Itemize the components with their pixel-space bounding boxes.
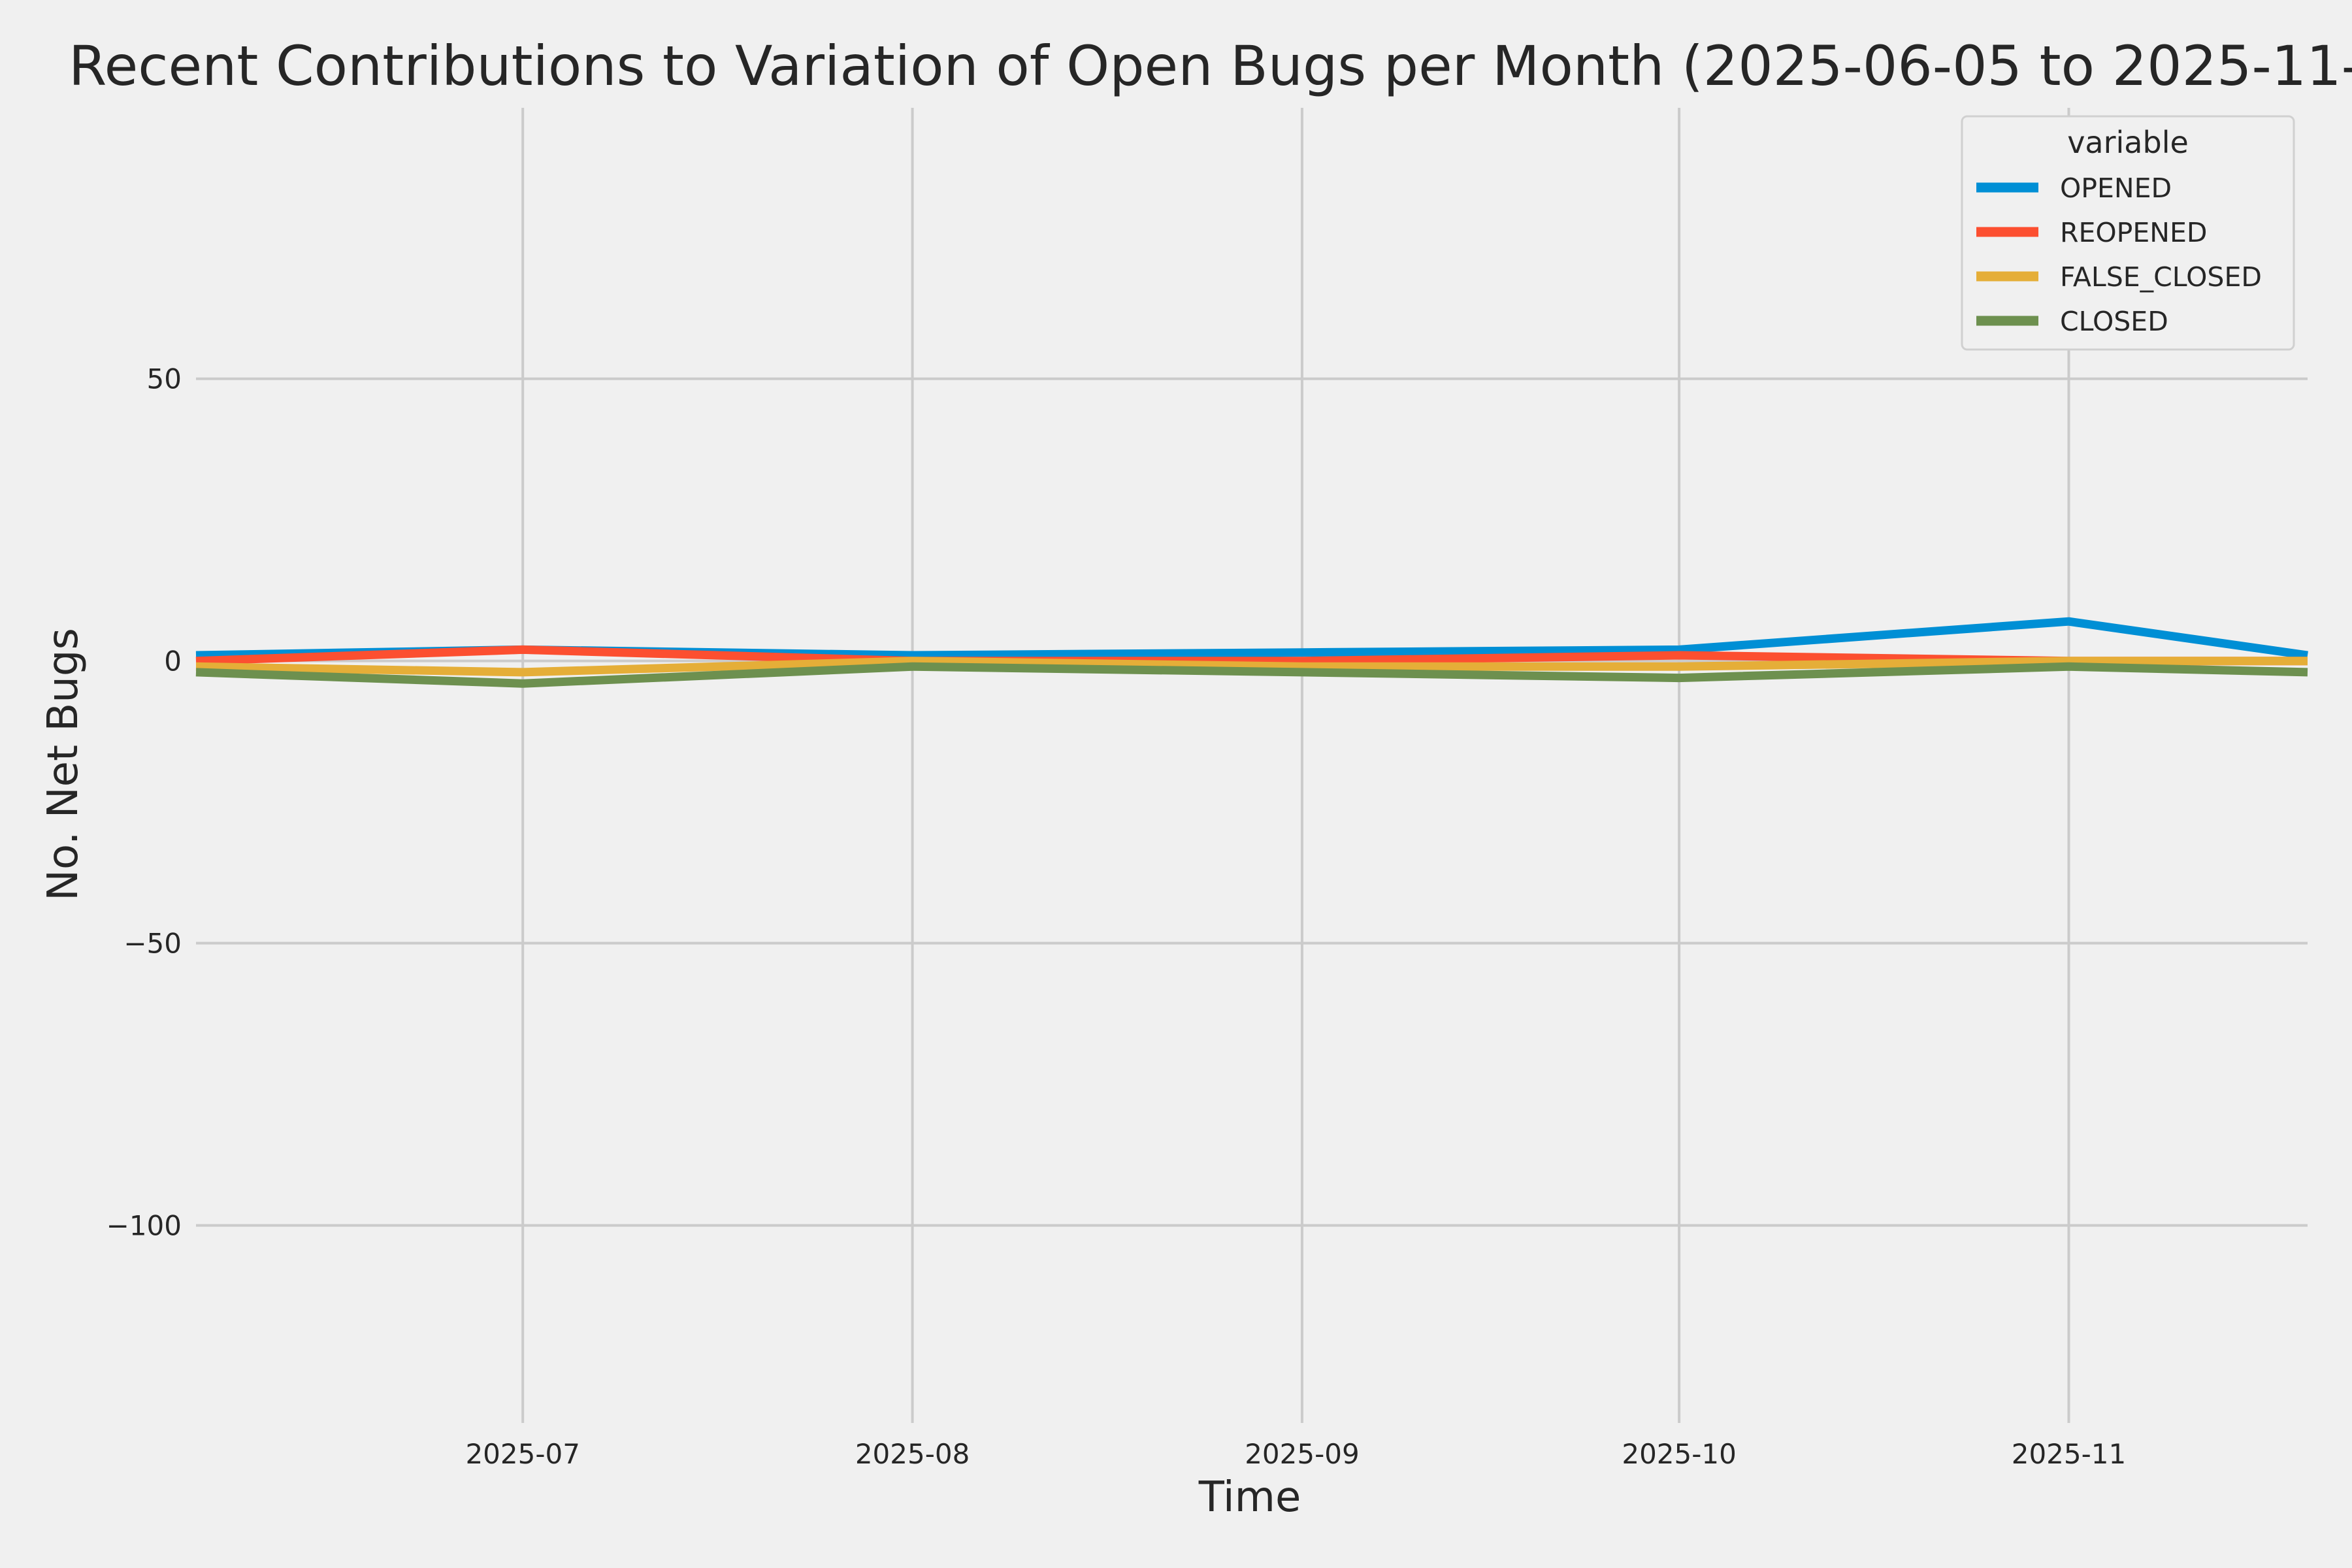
legend-entry-label: FALSE_CLOSED: [2060, 261, 2262, 293]
x-axis-label: Time: [1198, 1473, 1301, 1522]
legend-entry-label: OPENED: [2060, 172, 2172, 204]
x-tick-label: 2025-08: [855, 1438, 970, 1470]
legend-title: variable: [2067, 125, 2189, 160]
legend-entry-label: CLOSED: [2060, 306, 2168, 337]
series-line-closed: [195, 662, 2308, 688]
legend-box: [1961, 115, 2295, 351]
tick-labels: 50 0 −50 −100 2025-07 2025-08 2025-09 2025-10 20…: [106, 363, 2127, 1470]
y-tick-label: −100: [106, 1210, 182, 1242]
x-tick-label: 2025-11: [2012, 1438, 2127, 1470]
y-axis-label: No. Net Bugs: [39, 628, 88, 901]
x-tick-label: 2025-09: [1245, 1438, 1360, 1470]
y-tick-label: −50: [123, 928, 182, 960]
chart-title: Recent Contributions to Variation of Ope…: [69, 34, 2352, 98]
y-tick-label: 0: [164, 645, 182, 678]
series-line-false-closed: [195, 657, 2308, 677]
legend: variable OPENED REOPENED FALSE_CLOSED CLOSE…: [1961, 115, 2295, 351]
series-lines: [195, 617, 2308, 688]
legend-entry-label: REOPENED: [2060, 217, 2207, 248]
x-tick-label: 2025-07: [465, 1438, 580, 1470]
x-tick-label: 2025-10: [1622, 1438, 1737, 1470]
y-tick-label: 50: [147, 363, 182, 395]
